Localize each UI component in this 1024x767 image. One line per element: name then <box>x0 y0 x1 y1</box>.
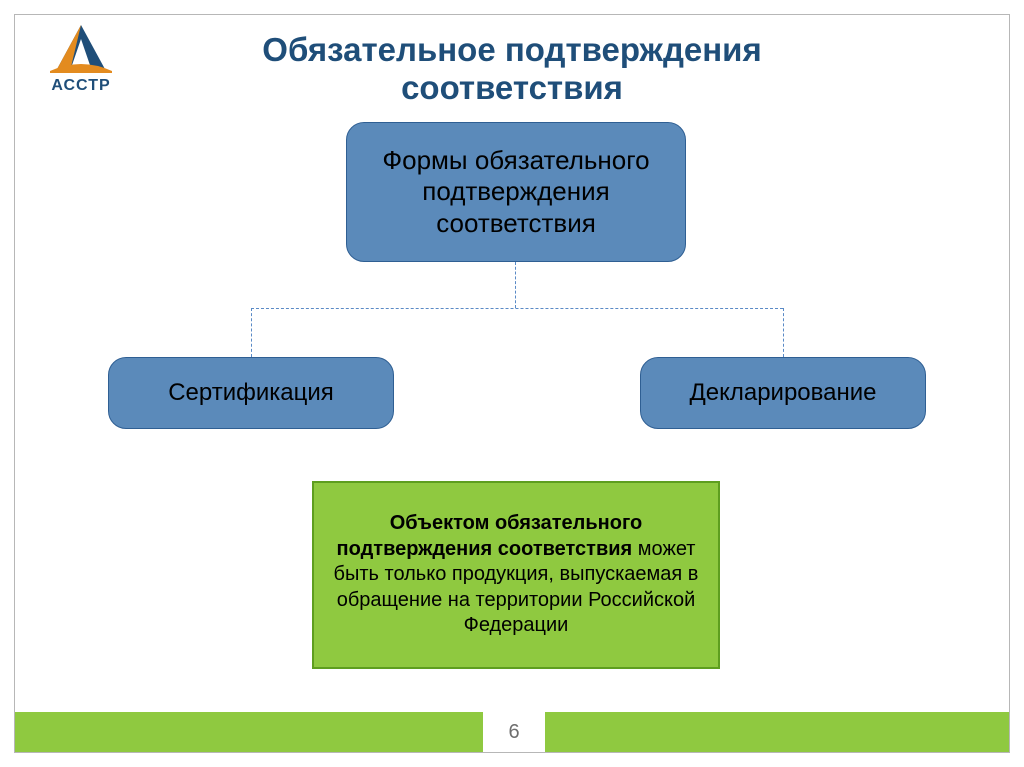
footer-page-gap: 6 <box>483 712 545 752</box>
connector-drop-left <box>251 308 252 357</box>
node-left-label: Сертификация <box>168 379 334 407</box>
callout-text: Объектом обязательного подтверждения соо… <box>332 511 700 639</box>
node-right-label: Декларирование <box>689 379 876 407</box>
connector-drop-right <box>783 308 784 357</box>
node-child-declaration: Декларирование <box>640 357 926 429</box>
slide-frame: АССТР Обязательное подтверждениясоответс… <box>14 14 1010 753</box>
slide-title: Обязательное подтверждениясоответствия <box>15 31 1009 107</box>
connector-stem <box>515 262 516 308</box>
node-child-certification: Сертификация <box>108 357 394 429</box>
node-root: Формы обязательного подтверждения соотве… <box>346 122 686 262</box>
title-line1: Обязательное подтверждениясоответствия <box>262 31 761 106</box>
callout-bold: Объектом обязательного подтверждения соо… <box>337 512 643 560</box>
callout-box: Объектом обязательного подтверждения соо… <box>312 481 720 669</box>
node-root-label: Формы обязательного подтверждения соотве… <box>365 145 667 239</box>
page-number: 6 <box>508 721 519 744</box>
connector-hbar <box>251 308 783 309</box>
